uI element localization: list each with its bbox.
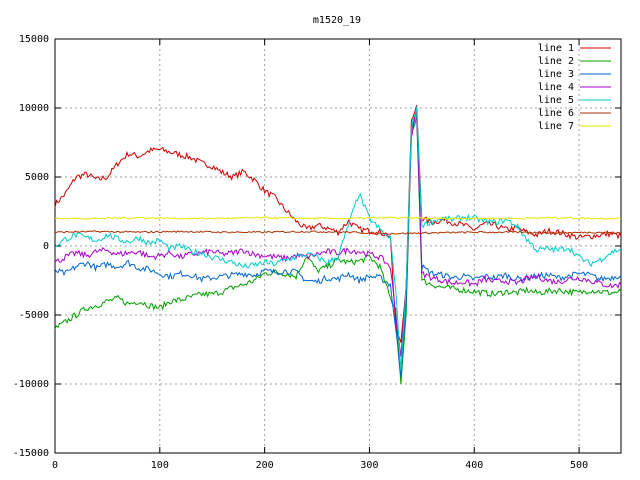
y-axis: -15000 -10000 -5000 0 5000 10000 15000 — [13, 34, 621, 459]
series-lines — [54, 105, 622, 385]
series-line-7 — [54, 216, 622, 220]
legend-label: line 1 — [538, 43, 574, 54]
series-line-3 — [54, 107, 622, 378]
x-tick-label: 300 — [360, 460, 378, 471]
legend-label: line 7 — [538, 121, 574, 132]
x-tick-label: 200 — [256, 460, 274, 471]
x-tick-label: 0 — [52, 460, 58, 471]
y-tick-label: -15000 — [13, 448, 49, 459]
y-tick-label: -10000 — [13, 379, 49, 390]
y-tick-label: 5000 — [25, 172, 49, 183]
series-line-4 — [54, 110, 622, 357]
chart-title: m1520_19 — [313, 15, 361, 26]
x-tick-label: 400 — [465, 460, 483, 471]
x-tick-label: 500 — [570, 460, 588, 471]
legend-label: line 6 — [538, 108, 574, 119]
legend-label: line 3 — [538, 69, 574, 80]
y-tick-label: -5000 — [19, 310, 49, 321]
series-line-1 — [54, 105, 622, 343]
legend: line 1 line 2 line 3 line 4 line 5 line 6 line… — [538, 43, 611, 132]
y-tick-label: 0 — [43, 241, 49, 252]
legend-label: line 2 — [538, 56, 574, 67]
legend-label: line 4 — [538, 82, 574, 93]
series-line-5 — [54, 106, 622, 371]
legend-label: line 5 — [538, 95, 574, 106]
x-axis: 0 100 200 300 400 500 — [52, 39, 588, 471]
series-line-6 — [54, 230, 622, 235]
y-tick-label: 15000 — [19, 34, 49, 45]
x-tick-label: 100 — [151, 460, 169, 471]
y-tick-label: 10000 — [19, 103, 49, 114]
grid — [55, 39, 621, 453]
